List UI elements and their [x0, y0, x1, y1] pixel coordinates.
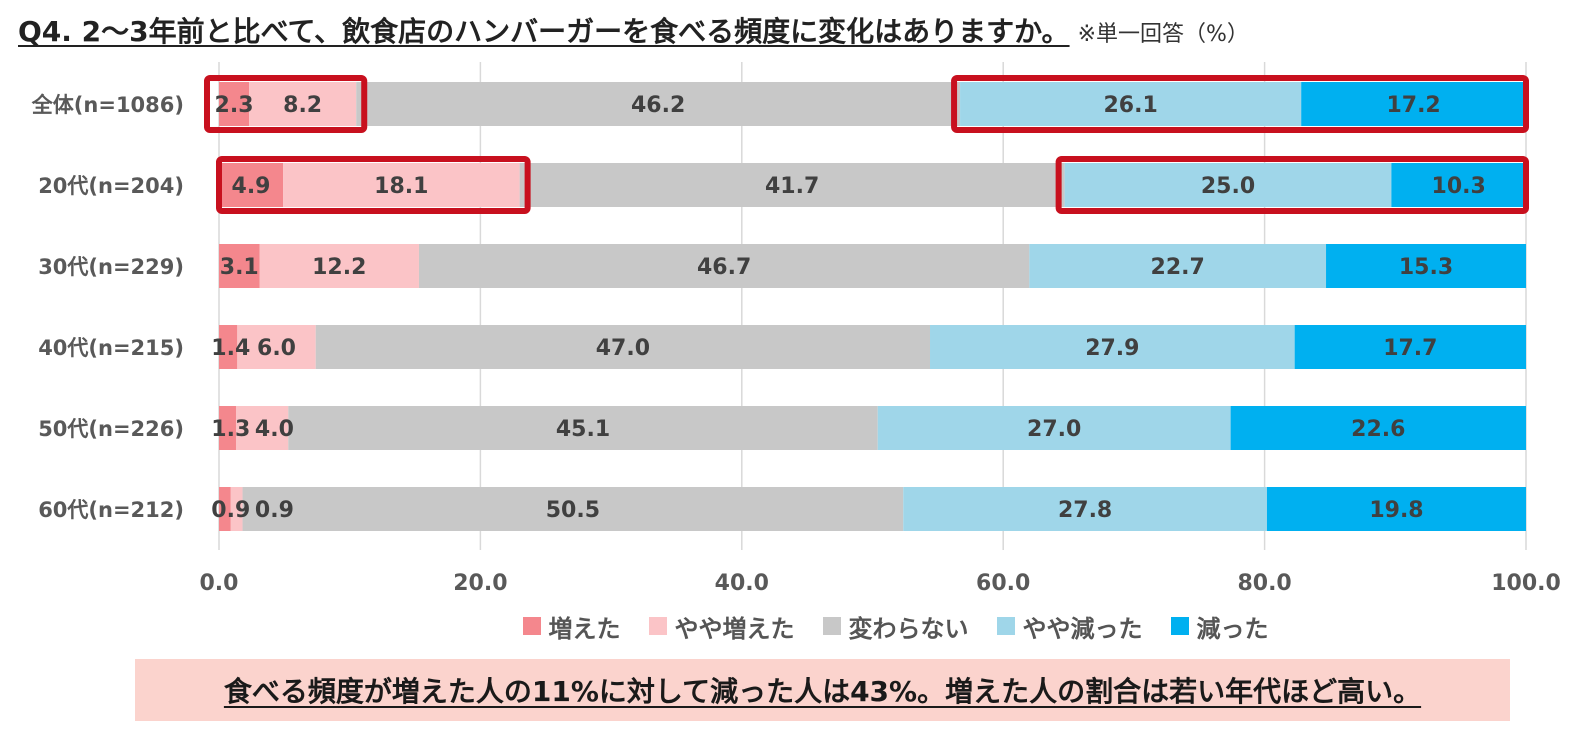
bar-segment — [219, 325, 238, 369]
bar-segment — [315, 325, 931, 369]
data-label: 26.1 — [1103, 93, 1157, 118]
category-label: 40代(n=215) — [38, 336, 184, 360]
legend-label: 減った — [1196, 614, 1269, 643]
bar-segment — [1326, 244, 1526, 288]
bar-segment — [219, 163, 284, 207]
legend-label: やや減った — [1022, 614, 1143, 643]
data-label: 27.0 — [1027, 417, 1081, 442]
bar-segment — [230, 487, 243, 531]
data-label: 18.1 — [374, 174, 428, 199]
data-label: 27.9 — [1085, 336, 1139, 361]
data-label: 6.0 — [257, 336, 296, 361]
bar-segment — [1301, 82, 1526, 126]
data-label: 46.7 — [697, 255, 751, 280]
data-label: 27.8 — [1058, 498, 1112, 523]
category-label: 60代(n=212) — [38, 498, 184, 522]
legend-item: 変わらない — [822, 609, 969, 644]
data-label: 50.5 — [546, 498, 600, 523]
bar-segment — [219, 244, 260, 288]
data-label: 19.8 — [1369, 498, 1423, 523]
legend-swatch — [822, 617, 841, 635]
data-label: 1.4 — [211, 336, 250, 361]
bar-segment — [1294, 325, 1526, 369]
x-tick-label: 80.0 — [1237, 571, 1291, 596]
legend-item: やや増えた — [648, 609, 795, 644]
bar-segment — [219, 82, 250, 126]
bar-segment — [219, 406, 236, 450]
bar-segment — [1064, 163, 1392, 207]
data-label: 41.7 — [765, 174, 819, 199]
legend-item: 減った — [1170, 609, 1269, 644]
bar-segment — [903, 487, 1267, 531]
bar-segment — [283, 163, 520, 207]
bar-segment — [930, 325, 1295, 369]
data-label: 10.3 — [1432, 174, 1486, 199]
highlight-box-increased — [204, 75, 368, 133]
summary-box: 食べる頻度が増えた人の11%に対して減った人は43%。増えた人の割合は若い年代ほ… — [135, 659, 1510, 721]
data-label: 15.3 — [1399, 255, 1453, 280]
bar-segment — [877, 406, 1231, 450]
legend-label: 変わらない — [848, 614, 969, 643]
data-label: 46.2 — [631, 93, 685, 118]
data-label: 4.9 — [232, 174, 271, 199]
data-label: 22.7 — [1151, 255, 1205, 280]
x-tick-label: 0.0 — [200, 571, 239, 596]
bar-segment — [356, 82, 961, 126]
data-label: 17.7 — [1383, 336, 1437, 361]
data-label: 25.0 — [1201, 174, 1255, 199]
legend-label: 増えた — [548, 614, 621, 643]
highlight-box-increased — [216, 156, 531, 214]
data-label: 45.1 — [556, 417, 610, 442]
legend-swatch — [996, 617, 1015, 635]
legend-item: やや減った — [996, 609, 1143, 644]
category-label: 20代(n=204) — [38, 174, 184, 198]
data-label: 3.1 — [220, 255, 259, 280]
bar-segment — [960, 82, 1302, 126]
data-label: 0.9 — [211, 498, 250, 523]
bar-segment — [235, 406, 289, 450]
data-label: 1.3 — [211, 417, 250, 442]
chart-title-main: Q4. 2～3年前と比べて、飲食店のハンバーガーを食べる頻度に変化はありますか。 — [18, 15, 1070, 48]
data-label: 0.9 — [255, 498, 294, 523]
legend-swatch — [648, 617, 667, 635]
data-label: 12.2 — [312, 255, 366, 280]
chart-title: Q4. 2～3年前と比べて、飲食店のハンバーガーを食べる頻度に変化はありますか。… — [18, 10, 1249, 48]
legend-swatch — [522, 617, 541, 635]
bar-segment — [237, 325, 316, 369]
legend-swatch — [1170, 617, 1189, 635]
bar-segment — [242, 487, 904, 531]
category-label: 50代(n=226) — [38, 417, 184, 441]
data-label: 4.0 — [255, 417, 294, 442]
data-label: 17.2 — [1386, 93, 1440, 118]
chart-title-note: ※単一回答（%） — [1077, 22, 1249, 47]
data-label: 8.2 — [283, 93, 322, 118]
x-tick-label: 20.0 — [453, 571, 507, 596]
category-label: 全体(n=1086) — [31, 93, 184, 117]
data-label: 47.0 — [596, 336, 650, 361]
bar-segment — [249, 82, 357, 126]
x-tick-label: 100.0 — [1491, 571, 1561, 596]
bar-segment — [519, 163, 1065, 207]
data-label: 2.3 — [215, 93, 254, 118]
chart-legend: 増えた やや増えた 変わらない やや減った 減った — [0, 608, 1581, 644]
highlight-box-decreased — [1055, 156, 1530, 214]
stacked-bar-chart: 0.0 20.0 40.0 60.0 80.0 100.0 全体(n=1086) 2.3 8.2… — [31, 62, 1561, 596]
bar-segment — [288, 406, 878, 450]
bar-segment — [1391, 163, 1526, 207]
bar-segment — [219, 487, 231, 531]
summary-text: 食べる頻度が増えた人の11%に対して減った人は43%。増えた人の割合は若い年代ほ… — [223, 675, 1422, 708]
x-tick-label: 40.0 — [715, 571, 769, 596]
highlight-box-decreased — [951, 75, 1529, 133]
x-tick-label: 60.0 — [976, 571, 1030, 596]
legend-label: やや増えた — [674, 614, 795, 643]
bar-segment — [1266, 487, 1526, 531]
bar-segment — [1029, 244, 1327, 288]
bar-segment — [418, 244, 1030, 288]
bar-segment — [259, 244, 419, 288]
legend-item: 増えた — [522, 609, 621, 644]
bar-segment — [1230, 406, 1526, 450]
data-label: 22.6 — [1351, 417, 1405, 442]
category-label: 30代(n=229) — [38, 255, 184, 279]
